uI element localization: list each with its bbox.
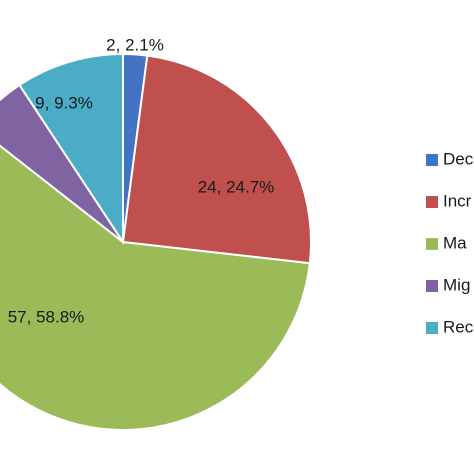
legend-swatch-dec bbox=[426, 154, 438, 166]
data-label-rec: 9, 9.3% bbox=[35, 93, 93, 112]
legend-label-mig: Mig bbox=[443, 275, 470, 294]
data-label-incr: 24, 24.7% bbox=[198, 177, 275, 196]
legend-label-incr: Incr bbox=[443, 191, 472, 210]
legend-swatch-rec bbox=[426, 322, 438, 334]
pie-slices bbox=[0, 52, 312, 432]
data-labels: 2, 2.1% 24, 24.7% 57, 58.8% 9, 9.3% bbox=[8, 35, 275, 326]
legend: Dec Incr Ma Mig Rec bbox=[426, 149, 474, 336]
data-label-ma: 57, 58.8% bbox=[8, 307, 85, 326]
pie-slice-ma bbox=[0, 144, 311, 432]
legend-swatch-mig bbox=[426, 280, 438, 292]
legend-label-rec: Rec bbox=[443, 317, 474, 336]
legend-label-ma: Ma bbox=[443, 233, 467, 252]
pie-slice-incr bbox=[121, 54, 312, 265]
pie-slice-rec bbox=[18, 52, 124, 246]
legend-swatch-ma bbox=[426, 238, 438, 250]
legend-swatch-incr bbox=[426, 196, 438, 208]
data-label-dec: 2, 2.1% bbox=[106, 35, 164, 54]
legend-label-dec: Dec bbox=[443, 149, 474, 168]
